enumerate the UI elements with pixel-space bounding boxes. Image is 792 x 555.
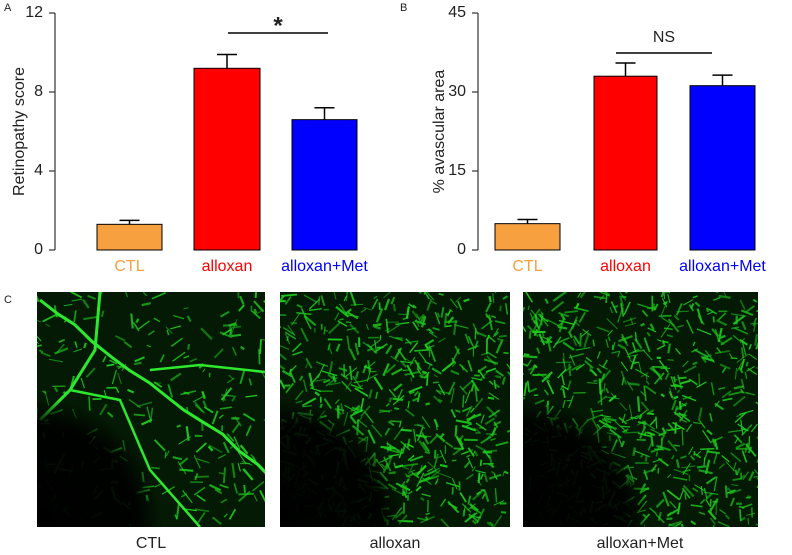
vessel bbox=[280, 325, 282, 329]
significance-label: NS bbox=[653, 29, 675, 46]
y-tick-label: 4 bbox=[34, 162, 43, 179]
significance-label: * bbox=[273, 12, 283, 39]
panel-label: C bbox=[4, 294, 12, 306]
y-tick-label: 30 bbox=[448, 83, 466, 100]
vessel bbox=[494, 292, 497, 294]
y-tick-label: 15 bbox=[448, 162, 466, 179]
x-tick-label: alloxan bbox=[600, 258, 651, 275]
y-tick-label: 12 bbox=[25, 4, 43, 21]
vessel bbox=[490, 292, 492, 293]
dark-zone bbox=[280, 292, 510, 527]
y-axis-label: % avascular area bbox=[431, 70, 448, 194]
vessel bbox=[509, 368, 510, 371]
vessel bbox=[523, 478, 525, 481]
x-tick-label: alloxan+Met bbox=[281, 258, 368, 275]
vessel bbox=[280, 363, 281, 366]
vessel bbox=[311, 525, 314, 527]
vessel bbox=[263, 418, 265, 422]
y-tick-label: 45 bbox=[448, 4, 466, 21]
bar bbox=[494, 223, 561, 251]
vessel bbox=[37, 508, 38, 513]
micrograph bbox=[37, 292, 265, 527]
micrograph bbox=[280, 292, 510, 527]
vessel bbox=[523, 372, 525, 376]
vessel bbox=[668, 292, 671, 294]
y-tick-label: 0 bbox=[457, 241, 466, 258]
image-caption: alloxan+Met bbox=[597, 535, 684, 552]
vessel bbox=[523, 466, 525, 470]
x-tick-label: CTL bbox=[114, 258, 144, 275]
bar bbox=[291, 119, 358, 251]
y-axis-label: Retinopathy score bbox=[11, 67, 28, 196]
x-tick-label: alloxan+Met bbox=[679, 258, 766, 275]
bar bbox=[689, 85, 756, 251]
bar bbox=[96, 223, 163, 251]
x-tick-label: CTL bbox=[512, 258, 542, 275]
micrographs bbox=[37, 292, 758, 527]
panel-label: B bbox=[400, 2, 407, 14]
bar bbox=[593, 75, 658, 251]
image-caption: CTL bbox=[136, 535, 166, 552]
vessel bbox=[418, 292, 420, 293]
image-caption: alloxan bbox=[370, 535, 421, 552]
y-tick-label: 0 bbox=[34, 241, 43, 258]
bar bbox=[193, 67, 261, 251]
dark-zone bbox=[37, 292, 265, 527]
y-tick-label: 8 bbox=[34, 83, 43, 100]
vessel bbox=[757, 477, 758, 480]
panel-label: A bbox=[4, 2, 12, 14]
x-tick-label: alloxan bbox=[202, 258, 253, 275]
vessel bbox=[509, 443, 510, 445]
dark-zone bbox=[523, 292, 758, 527]
micrograph bbox=[523, 292, 758, 527]
